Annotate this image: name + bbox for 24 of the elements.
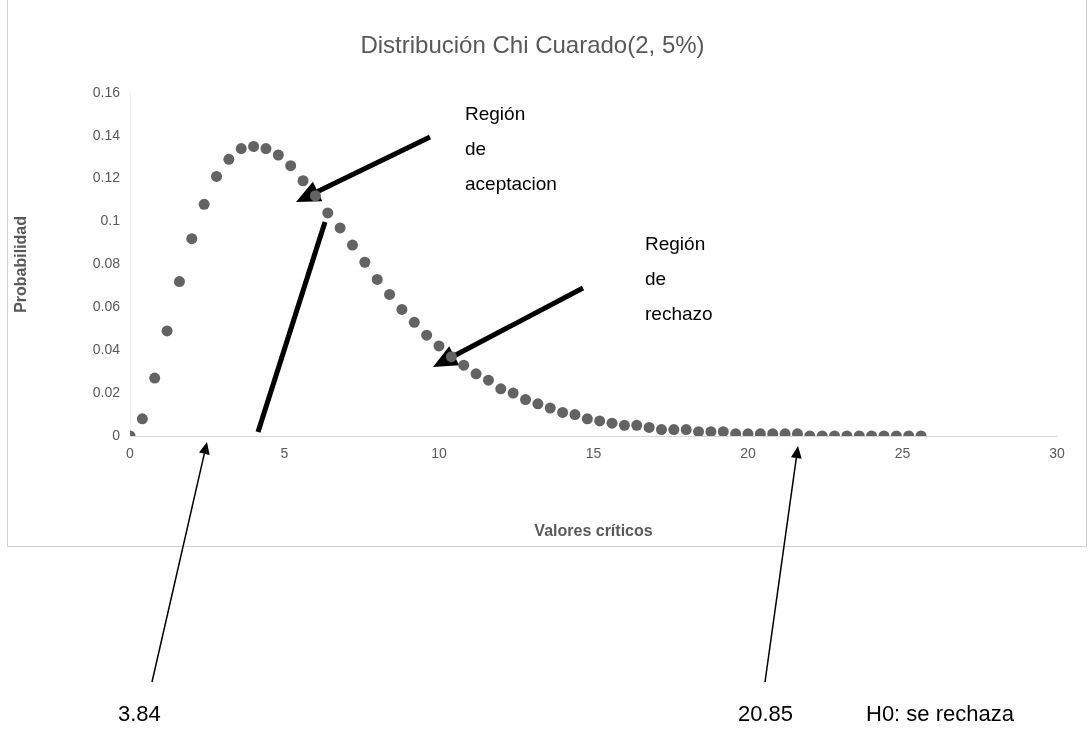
text: 20.85 xyxy=(738,700,794,728)
y-tick-label: 0.16 xyxy=(92,83,121,100)
annotation: Región de rechazo xyxy=(645,232,713,326)
x-tick-label: 10 xyxy=(431,445,447,462)
y-tick-label: 0.1 xyxy=(100,212,121,229)
text: H0: se rechaza xyxy=(866,700,1014,728)
y-tick-label: 0.04 xyxy=(92,341,121,358)
x-tick-label: 5 xyxy=(280,445,289,462)
x-tick-label: 25 xyxy=(894,445,911,462)
y-tick-label: 0.14 xyxy=(92,126,121,143)
x-tick-label: 20 xyxy=(740,445,756,462)
annotation: Región de aceptacion xyxy=(465,102,557,196)
text: 3.84 xyxy=(118,700,161,728)
y-tick-label: 0.12 xyxy=(92,169,121,186)
y-axis-title: Probabilidad xyxy=(12,215,30,313)
y-tick-label: 0 xyxy=(112,426,121,443)
x-tick-label: 30 xyxy=(1049,445,1065,462)
x-tick-label: 15 xyxy=(585,445,602,462)
x-tick-label: 0 xyxy=(126,445,135,462)
chart-title: Distribución Chi Cuarado(2, 5%) xyxy=(360,31,705,59)
y-tick-label: 0.08 xyxy=(92,255,121,272)
x-axis-title: Valores críticos xyxy=(534,521,653,539)
y-tick-label: 0.06 xyxy=(92,298,121,315)
y-tick-label: 0.02 xyxy=(92,383,121,400)
